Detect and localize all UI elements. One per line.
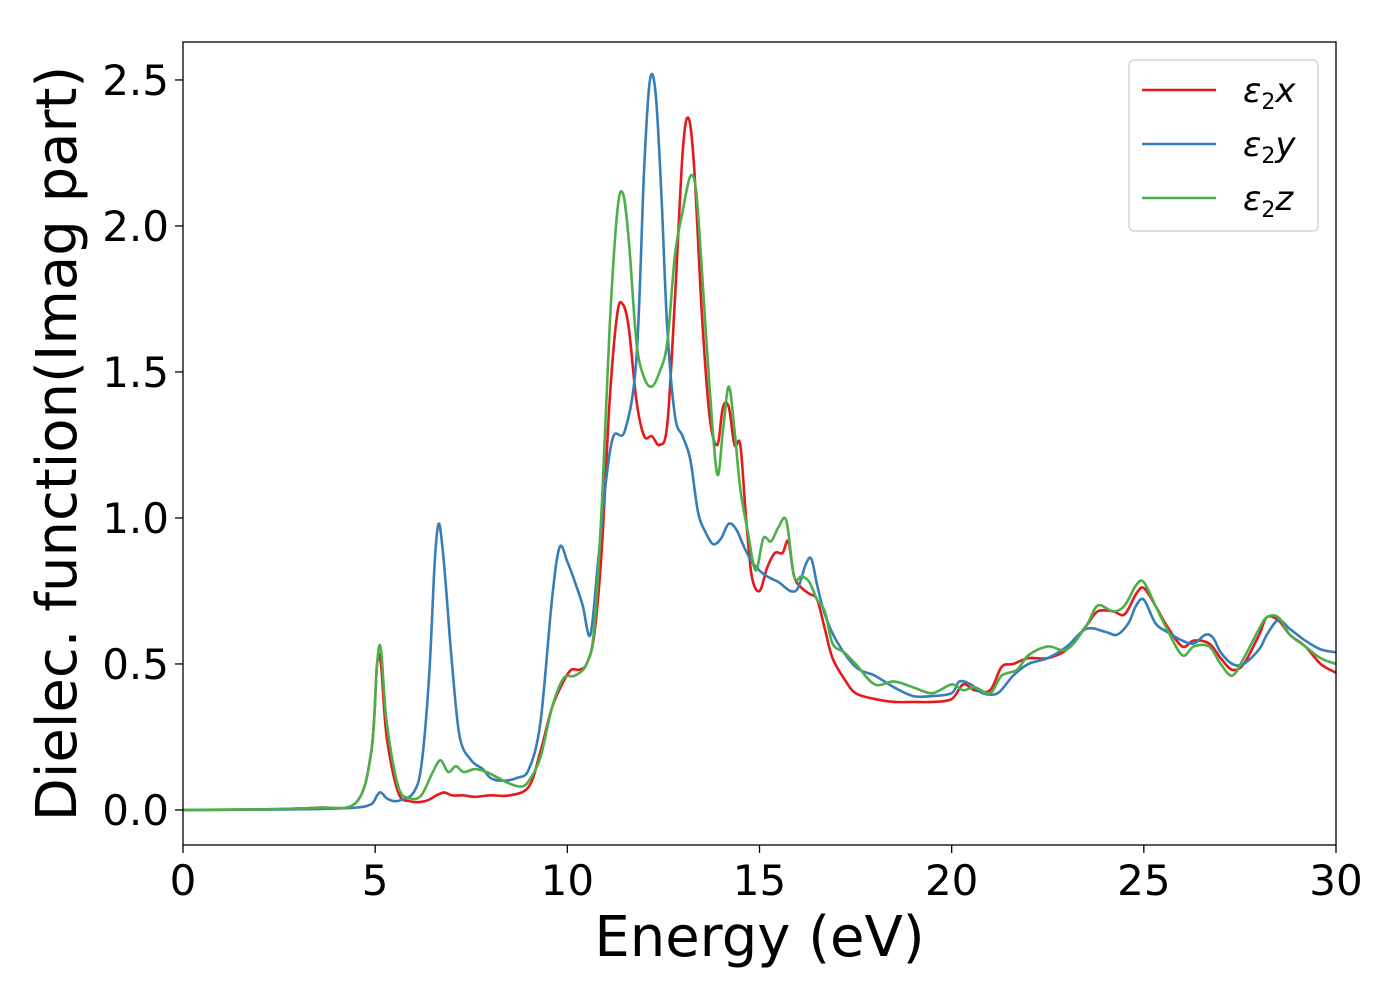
series-line-x: [183, 116, 1336, 812]
y-axis-label: Dielec. function(Imag part): [25, 66, 90, 822]
y-tick-label: 2.0: [102, 202, 169, 251]
series-layer: [183, 72, 1336, 812]
y-tick-label: 2.5: [102, 56, 169, 105]
x-tick-label: 10: [541, 856, 594, 905]
legend-label-z: ε2z: [1243, 179, 1294, 223]
x-tick-label: 5: [362, 856, 389, 905]
series-line-y: [183, 72, 1336, 812]
y-tick-label: 0.5: [102, 640, 169, 689]
y-tick-label: 1.5: [102, 348, 169, 397]
legend: ε2x ε2y ε2z: [1128, 59, 1319, 232]
y-tick-label: 0.0: [102, 786, 169, 835]
legend-label-x: ε2x: [1243, 71, 1296, 115]
series-line-z: [183, 173, 1336, 812]
x-tick-label: 30: [1309, 856, 1362, 905]
x-tick-label: 20: [925, 856, 978, 905]
x-axis-label: Energy (eV): [594, 905, 924, 970]
y-axis-ticks: 0.0 0.5 1.0 1.5 2.0 2.5: [102, 56, 183, 835]
legend-label-y: ε2y: [1243, 125, 1296, 169]
x-axis-ticks: 0 5 10 15 20 25 30: [170, 845, 1363, 905]
y-tick-label: 1.0: [102, 494, 169, 543]
x-tick-label: 25: [1117, 856, 1170, 905]
x-tick-label: 0: [170, 856, 197, 905]
x-tick-label: 15: [733, 856, 786, 905]
legend-box: [1128, 59, 1319, 232]
